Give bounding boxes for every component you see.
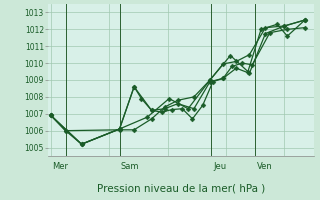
Text: Ven: Ven [257,162,272,171]
Text: Jeu: Jeu [213,162,226,171]
Text: Sam: Sam [121,162,140,171]
Text: Mer: Mer [52,162,68,171]
Text: Pression niveau de la mer( hPa ): Pression niveau de la mer( hPa ) [97,183,265,193]
